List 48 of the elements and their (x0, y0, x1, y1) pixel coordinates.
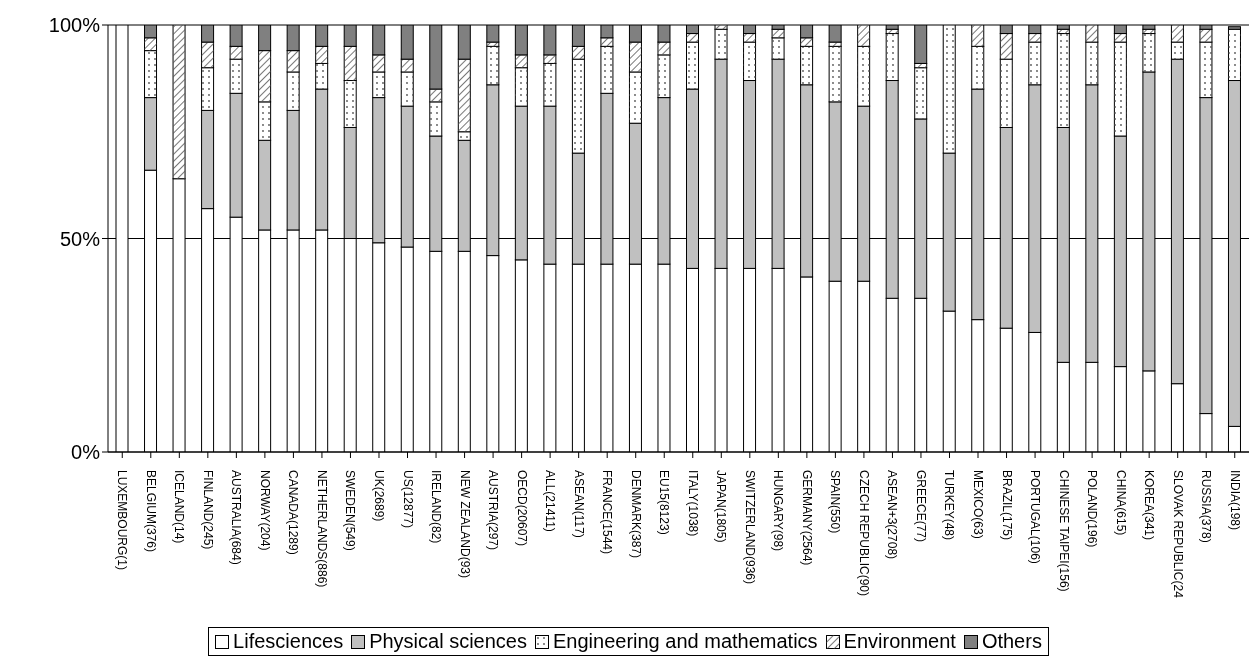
y-tick-label: 50% (59, 227, 101, 250)
x-tick-label: ICELAND(14) (172, 470, 187, 544)
x-tick-label: IRELAND(82) (429, 470, 444, 544)
x-tick-label: DENMARK(387) (628, 470, 643, 559)
y-tick-label: 100% (48, 14, 101, 37)
legend-label: Others (981, 630, 1042, 653)
x-tick-label: CZECH REPUBLIC(90) (856, 470, 871, 597)
x-tick-label: TURKEY(48) (942, 470, 957, 541)
x-tick-label: EU15(8123) (657, 470, 672, 535)
x-tick-label: SPAIN(550) (828, 470, 843, 534)
x-tick-label: CANADA(1289) (286, 470, 301, 555)
x-tick-label: NORWAY(204) (257, 470, 272, 551)
x-tick-label: MEXICO(63) (971, 470, 986, 539)
x-tick-label: RUSSIA(378) (1199, 470, 1214, 543)
x-tick-label: HUNGARY(98) (771, 470, 786, 552)
x-tick-label: SWITZERLAND(936) (742, 470, 757, 585)
x-tick-label: ALL(21411) (543, 470, 558, 532)
x-tick-label: PORTUGAL(106) (1028, 470, 1043, 564)
x-tick-label: GREECE(77) (913, 470, 928, 543)
x-tick-label: POLAND(196) (1085, 470, 1100, 548)
x-tick-label: INDIA(198) (1227, 470, 1242, 531)
legend-label: Engineering and mathematics (552, 630, 818, 653)
x-tick-label: CHINA(615) (1113, 470, 1128, 536)
x-tick-label: BRAZIL(175) (999, 470, 1014, 541)
x-tick-label: ASEAN+3(2708) (885, 470, 900, 560)
x-tick-label: AUSTRIA(297) (486, 470, 501, 551)
x-tick-label: US(12877) (400, 470, 415, 529)
x-tick-label: LUXEMBOURG(1) (115, 470, 130, 571)
x-tick-label: NEW ZEALAND(93) (457, 470, 472, 579)
x-tick-label: CHINESE TAIPEI(156) (1056, 470, 1071, 592)
legend-label: Lifesciences (233, 630, 344, 653)
x-tick-label: GERMANY(2564) (799, 470, 814, 566)
x-tick-label: FRANCE(1544) (600, 470, 615, 555)
legend-label: Environment (843, 630, 956, 653)
x-tick-label: KOREA(341) (1142, 470, 1157, 541)
x-tick-label: FINLAND(245) (200, 470, 215, 550)
y-tick-label: 0% (71, 441, 101, 464)
legend-label: Physical sciences (369, 630, 527, 653)
x-tick-label: OECD(20607) (514, 470, 529, 547)
x-tick-label: NETHERLANDS(886) (314, 470, 329, 588)
x-tick-label: SLOVAK REPUBLIC(24 (1170, 470, 1185, 599)
x-tick-label: ASEAN(117) (571, 470, 586, 538)
x-tick-label: UK(2689) (371, 470, 386, 522)
x-tick-label: BELGIUM(376) (143, 470, 158, 553)
x-tick-label: AUSTRALIA(684) (229, 470, 244, 565)
x-tick-label: SWEDEN(549) (343, 470, 358, 551)
x-tick-label: ITALY(1038) (685, 470, 700, 537)
x-tick-label: JAPAN(1805) (714, 470, 729, 543)
